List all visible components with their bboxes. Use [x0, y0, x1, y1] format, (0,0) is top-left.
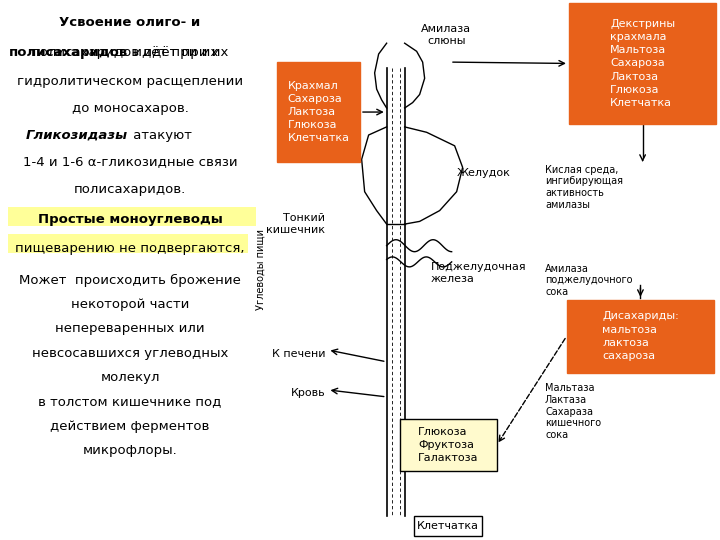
- Bar: [567, 300, 714, 373]
- Text: в толстом кишечнике под: в толстом кишечнике под: [38, 395, 222, 408]
- Text: Ротовая
полость: Ротовая полость: [279, 84, 325, 105]
- Bar: [414, 516, 482, 536]
- Text: некоторой части: некоторой части: [71, 298, 189, 311]
- Text: невсосавшихся углеводных: невсосавшихся углеводных: [32, 347, 228, 360]
- Text: до моносахаров.: до моносахаров.: [71, 102, 189, 114]
- Text: непереваренных или: непереваренных или: [55, 322, 204, 335]
- Text: Дисахариды:
мальтоза
лактоза
сахароза: Дисахариды: мальтоза лактоза сахароза: [602, 312, 679, 361]
- Text: полисахаридов идёт при их: полисахаридов идёт при их: [31, 46, 229, 59]
- Text: Поджелудочная
железа: Поджелудочная железа: [431, 262, 526, 284]
- Text: Амилаза
поджелудочного
сока: Амилаза поджелудочного сока: [545, 264, 633, 296]
- Text: Углеводы пищи: Углеводы пищи: [256, 230, 266, 310]
- Text: атакуют: атакуют: [129, 129, 192, 141]
- Text: Глюкоза
Фруктоза
Галактоза: Глюкоза Фруктоза Галактоза: [418, 427, 479, 463]
- Bar: [8, 207, 256, 226]
- Text: идёт при их: идёт при их: [129, 46, 218, 59]
- Text: Декстрины
крахмала
Мальтоза
Сахароза
Лактоза
Глюкоза
Клетчатка: Декстрины крахмала Мальтоза Сахароза Лак…: [610, 19, 675, 108]
- Text: пищеварению не подвергаются,: пищеварению не подвергаются,: [15, 242, 245, 255]
- Text: Кислая среда,
ингибирующая
активность
амилазы: Кислая среда, ингибирующая активность ам…: [545, 165, 623, 210]
- Text: Кровь: Кровь: [291, 388, 325, 398]
- Text: полисахаридов: полисахаридов: [9, 46, 128, 59]
- Bar: [569, 3, 716, 124]
- Text: К печени: К печени: [272, 349, 325, 359]
- Text: Может  происходить брожение: Может происходить брожение: [19, 274, 241, 287]
- Text: Желудок: Желудок: [457, 168, 511, 178]
- Text: Клетчатка: Клетчатка: [417, 521, 480, 531]
- Text: Тонкий
кишечник: Тонкий кишечник: [266, 213, 325, 235]
- Text: гидролитическом расщеплении: гидролитическом расщеплении: [17, 75, 243, 87]
- Text: действием ферментов: действием ферментов: [50, 420, 210, 433]
- Text: Усвоение олиго- и: Усвоение олиго- и: [59, 16, 201, 29]
- Text: Амилаза
слюны: Амилаза слюны: [421, 24, 472, 46]
- Bar: [8, 234, 248, 253]
- Text: молекул: молекул: [100, 371, 160, 384]
- Text: Простые моноуглеводы: Простые моноуглеводы: [37, 213, 222, 226]
- Text: 1-4 и 1-6 α-гликозидные связи: 1-4 и 1-6 α-гликозидные связи: [23, 156, 238, 168]
- Text: Крахмал
Сахароза
Лактоза
Глюкоза
Клетчатка: Крахмал Сахароза Лактоза Глюкоза Клетчат…: [287, 80, 350, 144]
- Text: полисахаридов.: полисахаридов.: [74, 183, 186, 195]
- Text: Гликозидазы: Гликозидазы: [26, 129, 128, 141]
- Bar: [400, 418, 497, 471]
- Bar: [277, 62, 360, 162]
- Text: микрофлоры.: микрофлоры.: [83, 444, 177, 457]
- Text: Мальтаза
Лактаза
Сахараза
кишечного
сока: Мальтаза Лактаза Сахараза кишечного сока: [545, 383, 601, 440]
